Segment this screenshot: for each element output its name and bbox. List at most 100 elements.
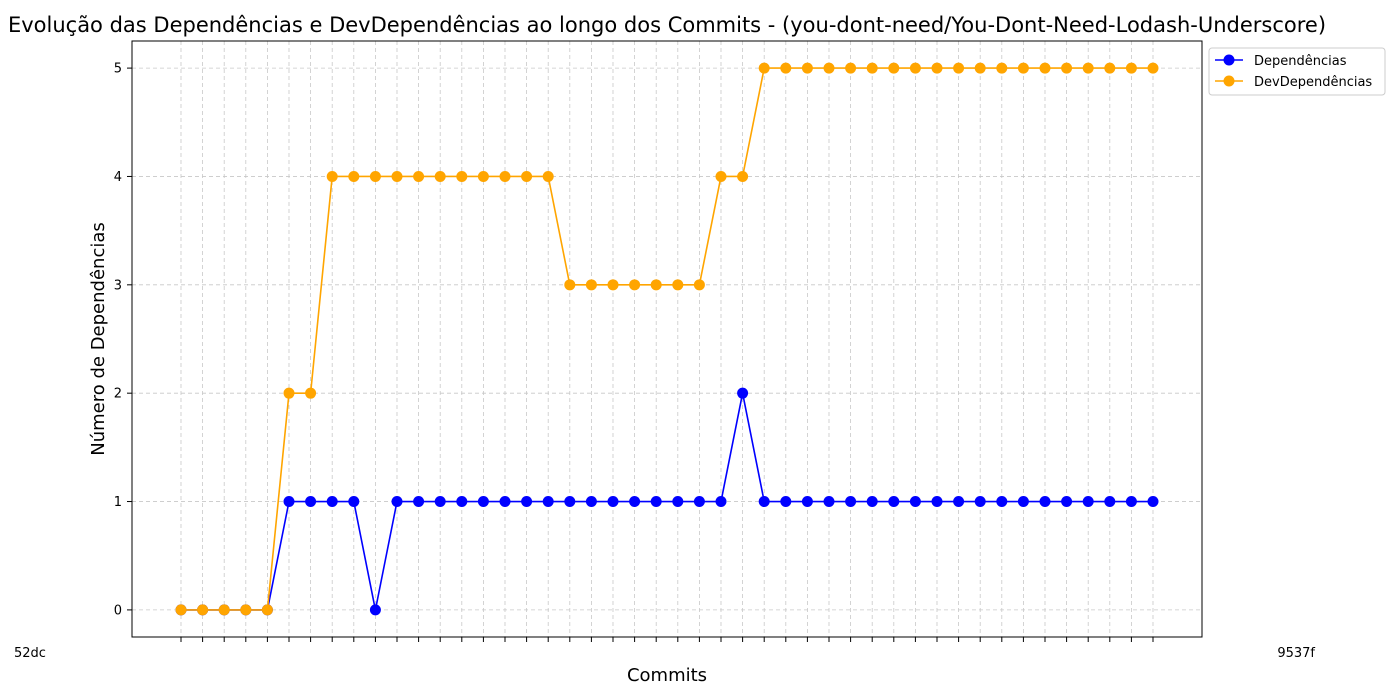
data-point (823, 496, 835, 508)
data-point (931, 496, 943, 508)
data-point (585, 496, 597, 508)
data-point (888, 62, 900, 74)
series-line-1 (181, 67, 1153, 611)
data-point (434, 170, 446, 182)
data-point (197, 604, 209, 616)
legend-box (1208, 47, 1386, 96)
data-point (780, 496, 792, 508)
legend-marker-devdependencias (1223, 75, 1235, 87)
data-point (305, 496, 317, 508)
data-point (1104, 496, 1116, 508)
data-point (672, 496, 684, 508)
data-point (737, 387, 749, 399)
data-point (780, 62, 792, 74)
data-point (845, 496, 857, 508)
data-point (607, 496, 619, 508)
data-point (564, 496, 576, 508)
data-point (758, 62, 770, 74)
data-point (542, 496, 554, 508)
data-point (348, 170, 360, 182)
data-point (801, 62, 813, 74)
data-point (521, 170, 533, 182)
data-point (629, 496, 641, 508)
data-point (823, 62, 835, 74)
data-point (305, 387, 317, 399)
y-tick-label: 0 (114, 603, 122, 618)
data-point (413, 496, 425, 508)
data-point (477, 496, 489, 508)
data-point (564, 279, 576, 291)
data-point (499, 496, 511, 508)
data-point (1104, 62, 1116, 74)
data-point (283, 387, 295, 399)
data-point (434, 496, 446, 508)
data-point (845, 62, 857, 74)
data-point (953, 496, 965, 508)
data-point (1017, 496, 1029, 508)
x-axis-label: Commits (627, 665, 707, 686)
data-point (1125, 496, 1137, 508)
data-point (1061, 496, 1073, 508)
y-tick-label: 4 (114, 170, 122, 185)
data-point (996, 496, 1008, 508)
x-axis-ticks: 52dc 9537f (14, 637, 1315, 661)
data-point (758, 496, 770, 508)
data-point (715, 170, 727, 182)
data-point (283, 496, 295, 508)
y-tick-label: 3 (114, 278, 122, 293)
series-layer (175, 62, 1159, 616)
data-point (909, 496, 921, 508)
legend-label-dependencias: Dependências (1254, 54, 1347, 69)
data-point (1061, 62, 1073, 74)
y-tick-label: 1 (114, 495, 122, 510)
data-point (1125, 62, 1137, 74)
data-point (261, 604, 273, 616)
data-point (1147, 496, 1159, 508)
data-point (909, 62, 921, 74)
data-point (1017, 62, 1029, 74)
data-point (348, 496, 360, 508)
grid-lines (132, 41, 1202, 637)
data-point (456, 496, 468, 508)
data-point (413, 170, 425, 182)
data-point (974, 62, 986, 74)
data-point (650, 496, 662, 508)
data-point (629, 279, 641, 291)
data-point (931, 62, 943, 74)
data-point (866, 62, 878, 74)
legend-marker-dependencias (1223, 54, 1235, 66)
data-point (1147, 62, 1159, 74)
data-point (477, 170, 489, 182)
y-tick-label: 5 (114, 62, 122, 77)
series-line-0 (181, 393, 1153, 611)
data-point (715, 496, 727, 508)
data-point (1039, 496, 1051, 508)
data-point (693, 279, 705, 291)
y-tick-label: 2 (114, 387, 122, 402)
data-point (369, 604, 381, 616)
chart-title: Evolução das Dependências e DevDependênc… (8, 13, 1326, 37)
data-point (542, 170, 554, 182)
data-point (218, 604, 230, 616)
data-point (391, 170, 403, 182)
data-point (650, 279, 662, 291)
plot-area-frame (131, 40, 1203, 638)
data-point (1082, 62, 1094, 74)
data-point (672, 279, 684, 291)
data-point (974, 496, 986, 508)
data-point (326, 496, 338, 508)
x-tick-label-first: 52dc (14, 646, 46, 661)
legend-label-devdependencias: DevDependências (1254, 75, 1372, 90)
data-point (391, 496, 403, 508)
legend: Dependências DevDependências (1208, 47, 1386, 96)
data-point (693, 496, 705, 508)
data-point (175, 604, 187, 616)
data-point (369, 170, 381, 182)
data-point (499, 170, 511, 182)
y-axis-ticks: 0 1 2 3 4 5 (114, 62, 132, 618)
data-point (953, 62, 965, 74)
data-point (866, 496, 878, 508)
data-point (1082, 496, 1094, 508)
data-point (326, 170, 338, 182)
